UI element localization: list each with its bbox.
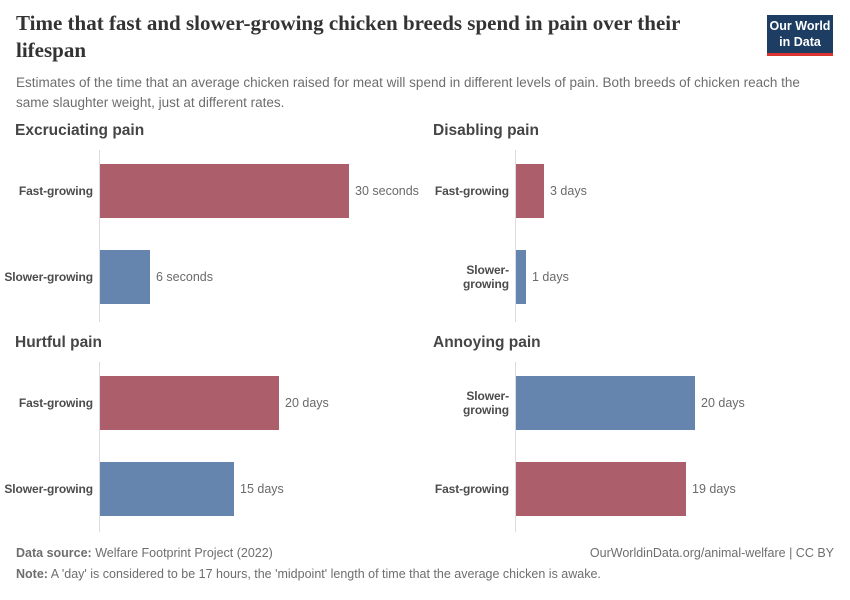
bar-row: Fast-growing 3 days	[425, 164, 850, 218]
data-source-label: Data source:	[16, 546, 92, 560]
bar-slower-growing[interactable]	[516, 250, 526, 304]
value-label: 15 days	[240, 482, 284, 496]
value-label: 30 seconds	[355, 184, 419, 198]
category-label: Slower-growing	[4, 482, 93, 496]
facet-annoying-pain: Annoying pain Slower-growing 20 days Fas…	[425, 332, 850, 536]
owid-logo[interactable]: Our World in Data	[767, 15, 833, 57]
bar-fast-growing[interactable]	[100, 164, 349, 218]
y-axis-line	[515, 362, 516, 532]
bar-row: Slower-growing 20 days	[425, 376, 850, 430]
y-axis-line	[515, 150, 516, 322]
note-label: Note:	[16, 567, 48, 581]
bar-fast-growing[interactable]	[100, 376, 279, 430]
facet-disabling-pain: Disabling pain Fast-growing 3 days Slowe…	[425, 120, 850, 332]
value-label: 20 days	[285, 396, 329, 410]
category-label: Fast-growing	[18, 184, 93, 198]
bar-row: Fast-growing 20 days	[0, 376, 425, 430]
facet-title: Disabling pain	[433, 122, 539, 139]
page-title: Time that fast and slower-growing chicke…	[16, 11, 681, 62]
bar-row: Fast-growing 19 days	[425, 462, 850, 516]
bar-slower-growing[interactable]	[100, 462, 234, 516]
category-label: Fast-growing	[434, 184, 509, 198]
category-label: Slower-growing	[463, 263, 509, 291]
data-source-line: Data source: Welfare Footprint Project (…	[16, 545, 273, 563]
value-label: 1 days	[532, 270, 569, 284]
bar-row: Slower-growing 6 seconds	[0, 250, 425, 304]
page-subtitle: Estimates of the time that an average ch…	[16, 75, 800, 111]
bar-row: Fast-growing 30 seconds	[0, 164, 425, 218]
facet-excruciating-pain: Excruciating pain Fast-growing 30 second…	[0, 120, 425, 332]
facet-title: Excruciating pain	[15, 122, 145, 139]
facet-title: Annoying pain	[433, 334, 541, 351]
category-label: Fast-growing	[434, 482, 509, 496]
facet-hurtful-pain: Hurtful pain Fast-growing 20 days Slower…	[0, 332, 425, 536]
owid-logo-line1: Our World	[769, 19, 831, 33]
y-axis-line	[99, 150, 100, 322]
attribution-link[interactable]: OurWorldinData.org/animal-welfare | CC B…	[589, 546, 834, 560]
note-value: A 'day' is considered to be 17 hours, th…	[50, 567, 601, 581]
bar-fast-growing[interactable]	[516, 462, 686, 516]
owid-logo-line2: in Data	[779, 34, 821, 49]
y-axis-line	[99, 362, 100, 532]
category-label: Slower-growing	[4, 270, 93, 284]
bar-slower-growing[interactable]	[516, 376, 695, 430]
note-line: Note: A 'day' is considered to be 17 hou…	[16, 566, 796, 584]
value-label: 20 days	[701, 396, 745, 410]
facet-title: Hurtful pain	[15, 334, 102, 351]
bar-row: Slower-growing 1 days	[425, 250, 850, 304]
value-label: 19 days	[692, 482, 736, 496]
bar-row: Slower-growing 15 days	[0, 462, 425, 516]
category-label: Slower-growing	[463, 389, 509, 417]
bar-fast-growing[interactable]	[516, 164, 544, 218]
value-label: 3 days	[550, 184, 587, 198]
bar-slower-growing[interactable]	[100, 250, 150, 304]
value-label: 6 seconds	[156, 270, 213, 284]
category-label: Fast-growing	[18, 396, 93, 410]
data-source-value: Welfare Footprint Project (2022)	[95, 546, 273, 560]
